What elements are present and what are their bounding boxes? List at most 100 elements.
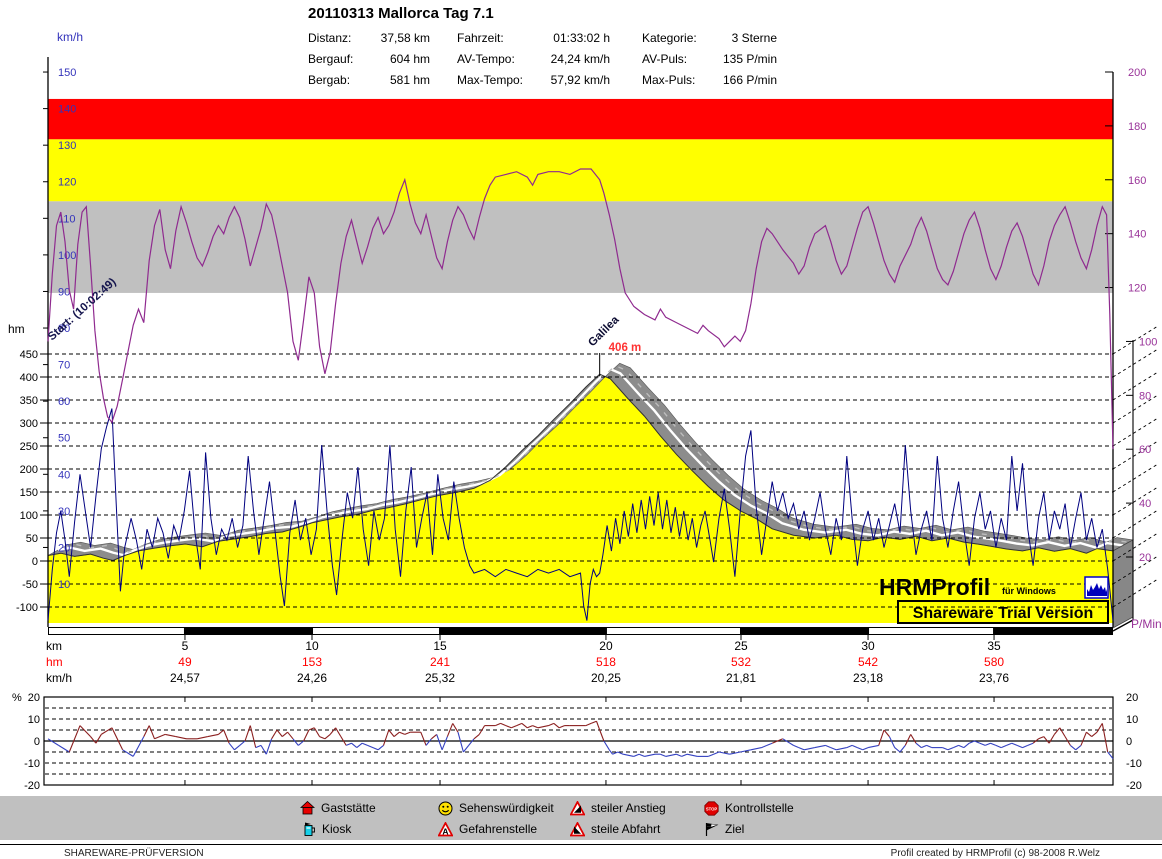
gradient-segment	[771, 738, 784, 744]
gradient-segment	[132, 736, 145, 757]
gradient-segment	[165, 733, 176, 738]
gradient-segment	[308, 727, 315, 731]
stat-value: 37,58 km	[380, 31, 430, 45]
pulse-tick-label: 60	[1139, 444, 1151, 456]
gradient-segment	[431, 733, 438, 740]
gradient-segment	[452, 723, 459, 733]
depth-gridline	[1112, 509, 1159, 539]
gradient-segment	[324, 733, 331, 740]
gradient-segment	[729, 751, 741, 755]
gradient-segment	[218, 729, 225, 735]
gradient-segment	[399, 731, 406, 735]
gradient-tick-label: -10	[24, 758, 40, 770]
gradient-segment	[462, 745, 470, 753]
legend-item: A Gefahrenstelle	[438, 821, 537, 837]
gradient-segment	[292, 738, 299, 746]
gradient-segment	[622, 753, 634, 757]
gradient-segment	[351, 742, 358, 749]
pulse-line	[47, 168, 1114, 450]
kmh-tick-label: 150	[58, 67, 76, 79]
gradient-segment	[608, 749, 613, 755]
gradient-segment	[335, 727, 342, 737]
kmh-tick-label: 100	[58, 250, 76, 262]
gradient-segment	[532, 725, 539, 729]
gradient-segment	[297, 740, 304, 746]
gradient-segment	[361, 742, 368, 746]
stat-label: Fahrzeit:	[457, 31, 504, 45]
km-row-label: km	[46, 639, 62, 653]
gradient-segment	[1075, 744, 1082, 751]
hm-tick-label: -100	[16, 602, 38, 614]
depth-gridline	[1112, 486, 1159, 516]
gradient-segment	[910, 734, 917, 744]
kmh-row-value: 24,26	[297, 671, 327, 685]
hm-tick-label: 50	[26, 533, 38, 545]
gradient-segment	[223, 729, 230, 744]
kmh-tick-label: 90	[58, 286, 70, 298]
kmh-tick-label: 70	[58, 360, 70, 372]
legend-item: Sehenswürdigkeit	[438, 800, 554, 816]
pulse-tick-label: 200	[1128, 67, 1146, 79]
main-chart: 450400350300250200150100500-50-100150140…	[8, 30, 1162, 792]
gradient-segment	[393, 731, 400, 738]
gradient-segment	[958, 744, 965, 749]
kmh-tick-label: 120	[58, 177, 76, 189]
gradient-segment	[782, 738, 794, 746]
gradient-segment	[527, 725, 533, 729]
gradient-segment	[1011, 742, 1018, 746]
gradient-segment	[1043, 736, 1050, 744]
gradient-segment	[1053, 727, 1061, 735]
km-tick-label: 5	[182, 639, 189, 653]
gradient-segment	[356, 742, 363, 749]
gradient-segment	[473, 733, 480, 740]
gradient-tick-label: -10	[1126, 758, 1142, 770]
gradient-segment	[58, 744, 70, 753]
gradient-segment	[825, 744, 832, 749]
gradient-segment	[857, 747, 863, 751]
gradient-segment	[899, 745, 906, 753]
hm-tick-label: 100	[20, 510, 38, 522]
legend-label: Ziel	[725, 822, 745, 836]
gradient-segment	[47, 738, 59, 746]
gradient-segment	[798, 747, 805, 751]
legend-item: steile Abfahrt	[570, 821, 660, 837]
gradient-segment	[915, 742, 922, 749]
gradient-segment	[979, 742, 986, 746]
hm-row-value: 542	[858, 655, 878, 669]
gradient-segment	[878, 729, 885, 746]
hm-row-value: 518	[596, 655, 616, 669]
gradient-segment	[436, 734, 443, 750]
gradient-segment	[595, 721, 601, 731]
stat-label: Kategorie:	[642, 31, 697, 45]
gradient-segment	[90, 736, 97, 744]
gradient-segment	[681, 753, 688, 757]
depth-gridline	[1112, 578, 1159, 608]
gradient-segment	[303, 729, 310, 742]
stat-label: Bergauf:	[308, 52, 354, 66]
gradient-segment	[468, 738, 475, 746]
kmh-tick-label: 140	[58, 104, 76, 116]
depth-gridline	[1112, 394, 1159, 424]
legend-label: Kontrollstelle	[725, 801, 794, 815]
gradient-segment	[101, 727, 113, 735]
gradient-tick-label: 10	[28, 714, 40, 726]
gradient-segment	[249, 725, 257, 748]
legend-label: steile Abfahrt	[591, 822, 661, 836]
kmh-row-value: 24,57	[170, 671, 200, 685]
pulse-tick-label: 140	[1128, 229, 1146, 241]
road-texture	[63, 364, 1129, 553]
kmh-row-value: 21,81	[726, 671, 756, 685]
gradient-segment	[122, 749, 134, 757]
kmh-row-value: 23,76	[979, 671, 1009, 685]
gradient-segment	[644, 753, 656, 757]
stat-label: Max-Puls:	[642, 73, 696, 87]
stat-value: 24,24 km/h	[550, 52, 610, 66]
km-tick-label: 20	[599, 639, 613, 653]
legend-item: Gaststätte	[300, 800, 376, 816]
gradient-segment	[718, 751, 730, 755]
km-tick-label: 25	[734, 639, 748, 653]
gradient-segment	[143, 725, 150, 737]
gradient-segment	[255, 744, 262, 749]
gradient-segment	[968, 740, 975, 744]
gradient-segment	[521, 722, 528, 729]
